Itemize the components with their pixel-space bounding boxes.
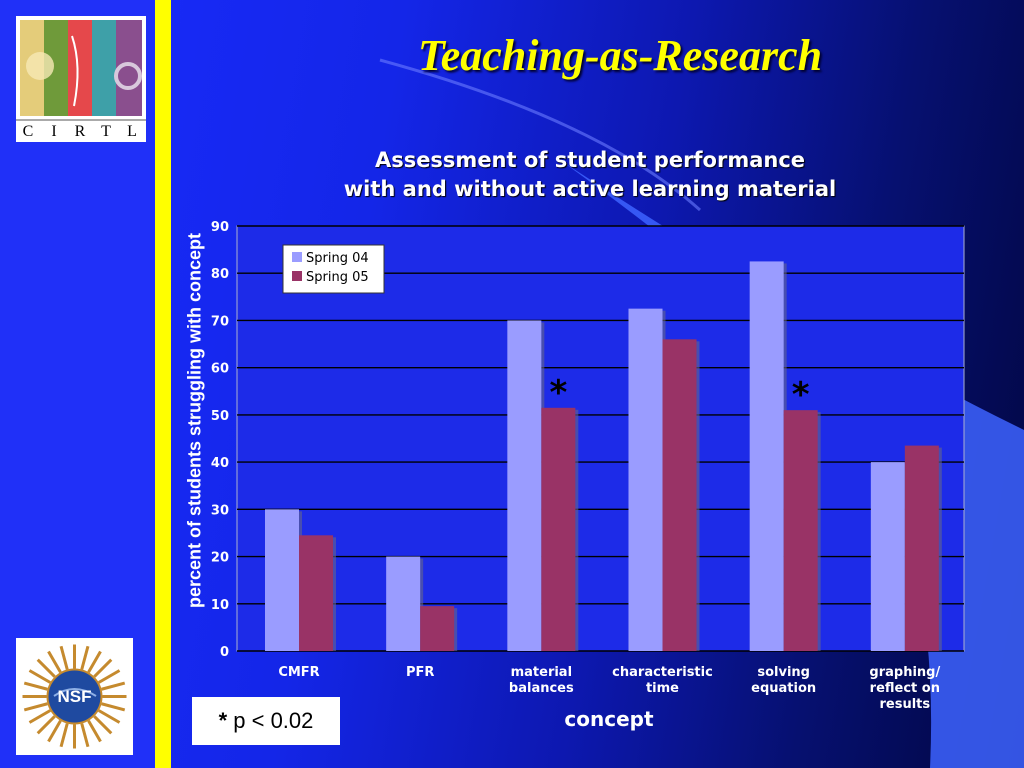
significance-marker: * [792,375,810,415]
y-tick-label: 0 [220,645,229,660]
bar-spring05 [299,535,333,651]
y-tick-label: 20 [211,551,229,566]
nsf-ray [97,669,121,684]
nsf-ray [93,658,113,678]
nsf-ray [23,702,48,712]
nsf-ray [47,719,62,743]
bar-spring05 [904,445,939,651]
legend-swatch [292,252,302,262]
y-tick-label: 10 [211,598,229,613]
x-axis-label: concept [564,707,654,731]
nsf-ray [47,650,62,674]
x-tick-label: graphing/reflect on results [869,665,940,712]
bar-spring05 [420,606,455,651]
bar-spring04 [870,462,905,651]
y-tick-label: 70 [211,314,229,329]
nsf-ray [93,715,113,735]
nsf-ray [97,709,121,724]
nsf-ray [23,681,48,691]
nsf-ray [101,702,126,712]
nsf-ray [36,715,56,735]
nsf-ray [28,669,52,684]
legend: Spring 04 Spring 05 [282,244,385,294]
nsf-logo: NSF [16,638,133,755]
bar-spring04 [386,556,421,651]
nsf-ray [101,681,126,691]
nsf-ray [59,723,69,748]
cirtl-letter: T [101,123,111,140]
bar-spring04 [507,320,542,651]
y-tick-label: 60 [211,362,229,377]
nsf-ray [87,719,102,743]
y-tick-label: 80 [211,267,229,282]
bar-spring04 [749,261,784,651]
nsf-ray [80,645,90,670]
x-tick-label: solving equation [751,665,816,696]
significance-text: p < 0.02 [233,708,314,733]
bar-spring05 [541,407,576,651]
plot-area [236,225,965,652]
significance-note: * p < 0.02 [192,697,340,745]
x-tick-label: CMFR [278,665,319,680]
cirtl-letter: L [127,123,137,140]
bar-spring05 [662,339,697,651]
nsf-ray [36,658,56,678]
y-tick-label: 90 [211,220,229,235]
chart-title: Assessment of student performance with a… [240,146,940,204]
x-tick-label: material balances [509,665,574,696]
y-tick-label: 40 [211,456,229,471]
legend-label: Spring 04 [306,251,369,266]
significance-star: * [218,708,228,733]
x-tick-label: PFR [406,665,434,680]
legend-label: Spring 05 [306,270,369,285]
bar-spring05 [783,410,818,651]
y-tick-label: 30 [211,503,229,518]
nsf-ray [28,709,52,724]
slide-title: Teaching-as-Research [417,31,823,80]
nsf-ray [80,723,90,748]
legend-swatch [292,271,302,281]
bar-spring04 [265,509,299,651]
cirtl-letter: C [23,123,34,140]
nsf-ray [87,650,102,674]
bar-spring04 [628,308,663,651]
cirtl-letter: R [75,123,86,140]
chart-title-line-1: Assessment of student performance [374,148,806,172]
nsf-seal-icon: NSF [22,644,127,749]
nsf-ray [59,645,69,670]
x-tick-label: characteristic time [612,665,713,696]
chart-title-line-2: with and without active learning materia… [343,177,837,201]
yellow-divider-bar [155,0,171,768]
y-tick-label: 50 [211,409,229,424]
cirtl-letter: I [51,123,56,140]
significance-marker: * [549,373,567,413]
svg-text:NSF: NSF [58,687,92,706]
